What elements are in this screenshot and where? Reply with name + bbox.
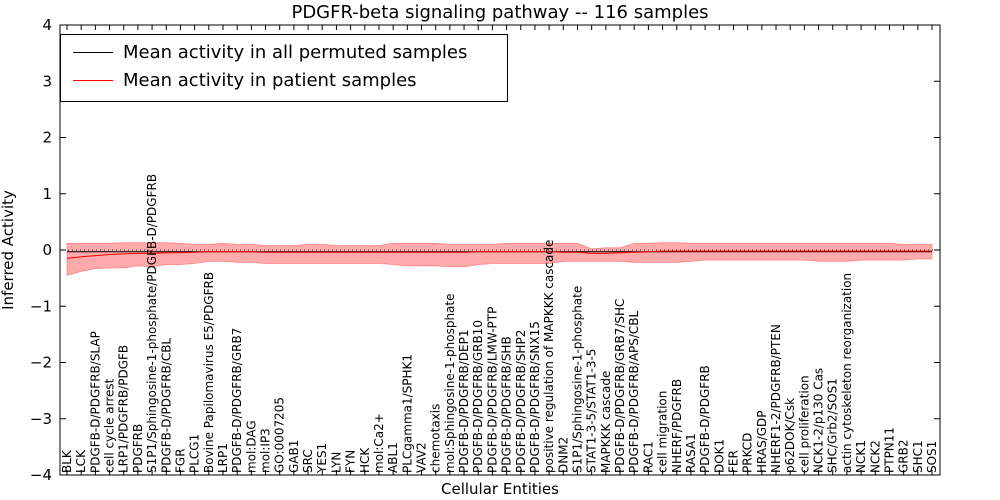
y-tick-label: 2 xyxy=(42,129,52,147)
x-axis-label: Cellular Entities xyxy=(441,480,559,498)
x-tick-label: S1P1/Sphingosine-1-phosphate/PDGFB-D/PDG… xyxy=(145,174,159,473)
legend-item-permuted: Mean activity in all permuted samples xyxy=(61,41,507,65)
x-tick-label: LRP1 xyxy=(216,443,230,473)
x-tick-label: actin cytoskeleton reorganization xyxy=(840,273,854,473)
x-tick-label: LYN xyxy=(329,452,343,473)
x-tick-label: GO:0007205 xyxy=(273,397,287,473)
x-tick-label: SOS1 xyxy=(925,441,939,473)
x-tick-label: STAT1-3-5/STAT1-3-5 xyxy=(585,349,599,473)
y-tick-label: −1 xyxy=(30,297,52,315)
x-tick-label: positive regulation of MAPKKK cascade xyxy=(542,240,556,473)
x-tick-label: PDGFB-D/PDGFRB/GRB10 xyxy=(471,320,485,473)
x-tick-label: SHC1 xyxy=(911,440,925,473)
patient-mean-line xyxy=(66,250,932,259)
x-tick-label: PDGFB-D/PDGFRB/DEP1 xyxy=(457,329,471,473)
legend-item-patient: Mean activity in patient samples xyxy=(61,69,507,93)
x-tick-label: PLCgamma1/SPHK1 xyxy=(400,354,414,473)
x-tick-label: HCK xyxy=(358,447,372,473)
legend-swatch-patient xyxy=(73,80,113,81)
x-tick-label: mol:Sphingosine-1-phosphate xyxy=(443,294,457,474)
x-tick-label: DNM2 xyxy=(556,437,570,473)
x-tick-label: Bovine Papilomavirus E5/PDGFRB xyxy=(202,272,216,473)
y-tick-label: −3 xyxy=(30,410,52,428)
x-tick-label: GAB1 xyxy=(287,440,301,473)
x-tick-label: SHC/Grb2/SOS1 xyxy=(826,378,840,473)
x-tick-label: PTPN11 xyxy=(883,427,897,473)
x-tick-label: FGR xyxy=(173,448,187,473)
x-tick-label: cell proliferation xyxy=(797,375,811,473)
x-tick-label: cell cycle arrest xyxy=(103,378,117,473)
confidence-band xyxy=(66,242,933,276)
x-tick-label: PDGFB-D/PDGFRB/SHB xyxy=(500,336,514,473)
x-tick-label: mol:DAG xyxy=(244,420,258,473)
x-tick-label: S1P1/Sphingosine-1-phosphate xyxy=(571,286,585,473)
x-tick-label: HRAS/GDP xyxy=(755,410,769,473)
x-tick-label: SRC xyxy=(301,449,315,473)
x-tick-label: PDGFB-D/PDGFRB/SHP2 xyxy=(514,330,528,473)
y-tick-label: 0 xyxy=(42,241,52,259)
x-tick-label: NCK1 xyxy=(854,440,868,473)
x-tick-label: p62DOK/Csk xyxy=(783,398,797,473)
x-tick-label: FER xyxy=(727,450,741,473)
x-tick-label: LCK xyxy=(74,449,88,473)
y-tick-label: 1 xyxy=(42,185,52,203)
legend-label-patient: Mean activity in patient samples xyxy=(123,70,417,91)
x-tick-label: DOK1 xyxy=(712,439,726,473)
x-tick-label: cell migration xyxy=(656,391,670,473)
x-tick-label: PDGFB-D/PDGFRB/GRB7 xyxy=(230,328,244,473)
x-tick-label: PDGFB-D/PDGFRB/SLAP xyxy=(88,331,102,473)
x-tick-label: YES1 xyxy=(315,443,329,474)
legend-swatch-permuted xyxy=(73,52,113,53)
x-tick-label: PDGFB-D/PDGFRB/CBL xyxy=(159,338,173,473)
y-tick-label: −4 xyxy=(30,466,52,484)
x-tick-label: MAPKKK cascade xyxy=(599,371,613,473)
x-tick-label: NCK1-2/p130 Cas xyxy=(812,368,826,473)
x-tick-label: PDGFB-D/PDGFRB xyxy=(698,365,712,473)
x-tick-label: PDGFB-D/PDGFRB/APS/CBL xyxy=(627,310,641,473)
x-tick-label: PLCG1 xyxy=(188,434,202,473)
y-tick-label: −2 xyxy=(30,354,52,372)
x-tick-label: PDGFB-D/PDGFRB/SNX15 xyxy=(528,321,542,473)
x-tick-label: NCK2 xyxy=(868,440,882,473)
y-axis-label: Inferred Activity xyxy=(0,190,17,310)
x-axis-ticks: BLK LCK PDGFB-D/PDGFRB/SLAP cell cycle arre… xyxy=(60,25,939,475)
y-tick-label: 4 xyxy=(42,16,52,34)
legend: Mean activity in all permuted samples Me… xyxy=(60,34,508,102)
x-tick-label: NHERF/PDGFRB xyxy=(670,379,684,473)
legend-label-permuted: Mean activity in all permuted samples xyxy=(123,42,468,63)
x-tick-label: BLK xyxy=(60,449,74,473)
plot-area xyxy=(60,242,940,276)
x-tick-label: PDGFRB xyxy=(131,424,145,473)
x-tick-label: GRB2 xyxy=(897,439,911,473)
x-tick-label: NHERF1-2/PDGFRB/PTEN xyxy=(769,324,783,473)
x-tick-label: PDGFB-D/PDGFRB/LMW-PTP xyxy=(485,307,499,473)
x-tick-label: PRKCD xyxy=(741,433,755,473)
x-tick-label: ABL1 xyxy=(386,442,400,473)
x-tick-label: LRP1/PDGFRB/PDGFB xyxy=(117,345,131,473)
x-tick-label: VAV2 xyxy=(415,442,429,473)
x-tick-label: FYN xyxy=(344,450,358,473)
x-tick-label: RASA1 xyxy=(684,433,698,473)
x-tick-label: PDGFB-D/PDGFRB/GRB7/SHC xyxy=(613,299,627,473)
y-axis-ticks: −4 −3 −2 −1 0 1 2 3 4 xyxy=(30,16,940,484)
x-tick-label: mol:IP3 xyxy=(259,428,273,473)
x-tick-label: chemotaxis xyxy=(429,404,443,473)
x-tick-label: mol:Ca2+ xyxy=(372,413,386,473)
x-tick-label: RAC1 xyxy=(641,441,655,473)
y-tick-label: 3 xyxy=(42,72,52,90)
chart-title: PDGFR-beta signaling pathway -- 116 samp… xyxy=(291,2,708,23)
